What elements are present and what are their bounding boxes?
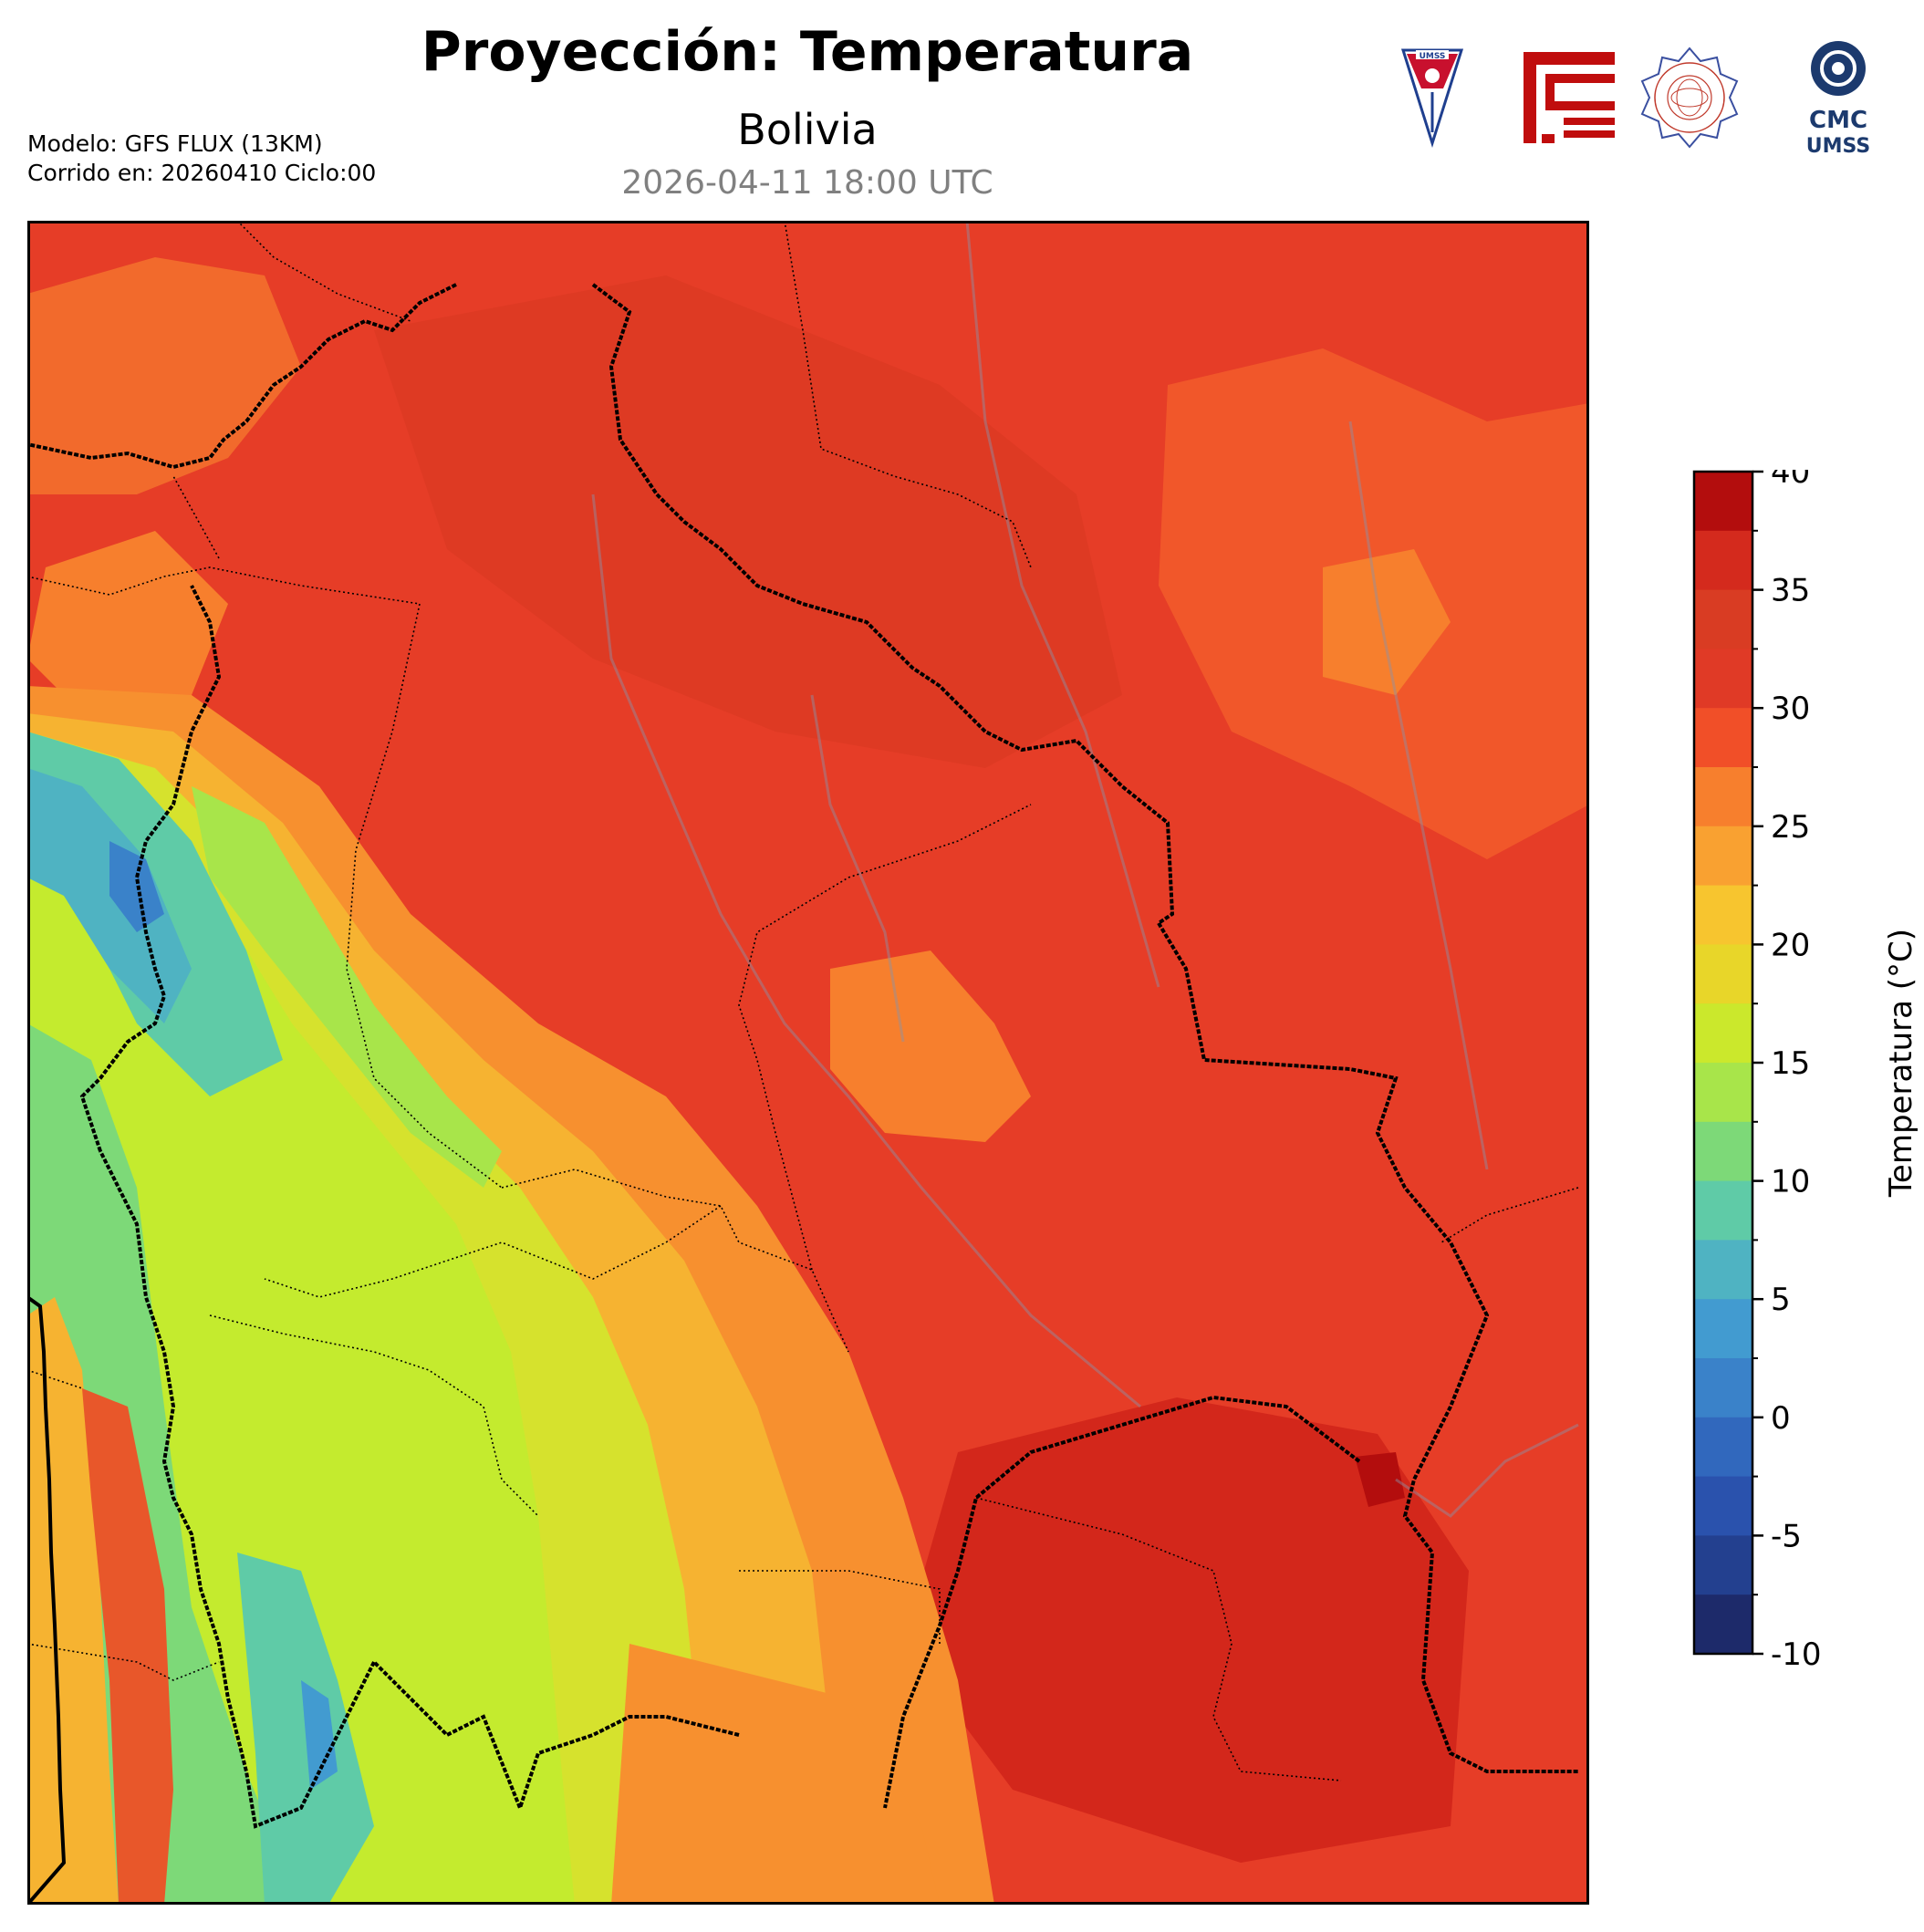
logo-strip: UMSS CMC UMSS <box>1400 41 1870 158</box>
colorbar-swatch <box>1694 1476 1752 1536</box>
map-zone-green-slope <box>192 786 502 1188</box>
colorbar-tick-label: 25 <box>1771 809 1810 846</box>
colorbar-ticks: 40 35 30 25 20 15 10 5 0 -5 -10 <box>1752 470 1822 1673</box>
colorbar-tick-label: -5 <box>1771 1518 1802 1554</box>
colorbar-swatch <box>1694 826 1752 887</box>
map-zone-blue-sw <box>301 1680 338 1790</box>
pacific-coastline <box>27 1295 67 1905</box>
colorbar-tick-label: 5 <box>1771 1282 1791 1318</box>
rivers <box>591 221 1579 1518</box>
internal-borders <box>27 221 1579 1781</box>
colorbar-swatch <box>1694 589 1752 649</box>
map-zone-orange-center <box>830 950 1031 1142</box>
forecast-datetime: 2026-04-11 18:00 UTC <box>621 164 993 202</box>
map-zone-orange-nw2 <box>27 531 228 713</box>
map-zone-orange-nw <box>27 257 301 494</box>
map-border <box>27 221 1589 1905</box>
red-fcyt-logo <box>1524 52 1615 143</box>
map-zone-south-orange <box>611 1644 940 1905</box>
colorbar-tick-label: 0 <box>1771 1400 1791 1437</box>
map-zone-darkred-se <box>903 1397 1469 1863</box>
colorbar-swatch <box>1694 1121 1752 1182</box>
colorbar-tick-label: -10 <box>1771 1636 1822 1673</box>
map-zone-orange-ne2 <box>1323 549 1451 695</box>
map-zone-hottest-se <box>1355 1452 1405 1507</box>
page-title: Proyección: Temperatura <box>421 20 1194 84</box>
map-zone-coast-red <box>82 1388 173 1905</box>
colorbar-swatches <box>1694 472 1752 1655</box>
colorbar-tick-label: 40 <box>1771 470 1810 491</box>
temperature-colorbar: 40 35 30 25 20 15 10 5 0 -5 -10 Temperatura (°C) <box>1692 470 1919 1673</box>
cmc-umss-logo: CMC UMSS <box>1806 41 1870 158</box>
bolivia-border <box>27 283 1578 1829</box>
colorbar-swatch <box>1694 530 1752 591</box>
colorbar-swatch <box>1694 649 1752 709</box>
colorbar-swatch <box>1694 944 1752 1004</box>
map-zone-dark-north <box>374 275 1122 768</box>
colorbar-tick-label: 10 <box>1771 1164 1810 1200</box>
umss-shield-logo: UMSS <box>1400 48 1464 149</box>
colorbar-swatch <box>1694 1240 1752 1300</box>
cmc-logo-line1: CMC <box>1809 107 1867 134</box>
cmc-logo-line2: UMSS <box>1806 135 1870 158</box>
colorbar-swatch <box>1694 1535 1752 1595</box>
colorbar-swatch <box>1694 1594 1752 1655</box>
colorbar-label: Temperatura (°C) <box>1883 929 1919 1198</box>
umss-logo-text: UMSS <box>1420 52 1446 61</box>
colorbar-swatch <box>1694 1180 1752 1241</box>
run-line: Corrido en: 20260410 Ciclo:00 <box>27 160 377 186</box>
colorbar-tick-label: 15 <box>1771 1045 1810 1082</box>
colorbar-swatch <box>1694 1417 1752 1478</box>
colorbar-tick-label: 35 <box>1771 573 1810 609</box>
colorbar-tick-label: 30 <box>1771 691 1810 727</box>
temperature-map <box>27 221 1589 1905</box>
colorbar-swatch <box>1694 472 1752 532</box>
colorbar-swatch <box>1694 1299 1752 1359</box>
colorbar-swatch <box>1694 767 1752 827</box>
colorbar-swatch <box>1694 885 1752 945</box>
model-line: Modelo: GFS FLUX (13KM) <box>27 130 323 157</box>
model-info: Modelo: GFS FLUX (13KM) Corrido en: 2026… <box>27 130 376 188</box>
colorbar-swatch <box>1694 708 1752 768</box>
map-zone-coast-orange <box>27 1297 119 1905</box>
colorbar-swatch <box>1694 1063 1752 1123</box>
colorbar-tick-label: 20 <box>1771 927 1810 963</box>
departamento-fisica-seal-logo <box>1640 47 1739 149</box>
colorbar-swatch <box>1694 1358 1752 1418</box>
region-subtitle: Bolivia <box>737 105 878 154</box>
colorbar-swatch <box>1694 1003 1752 1064</box>
